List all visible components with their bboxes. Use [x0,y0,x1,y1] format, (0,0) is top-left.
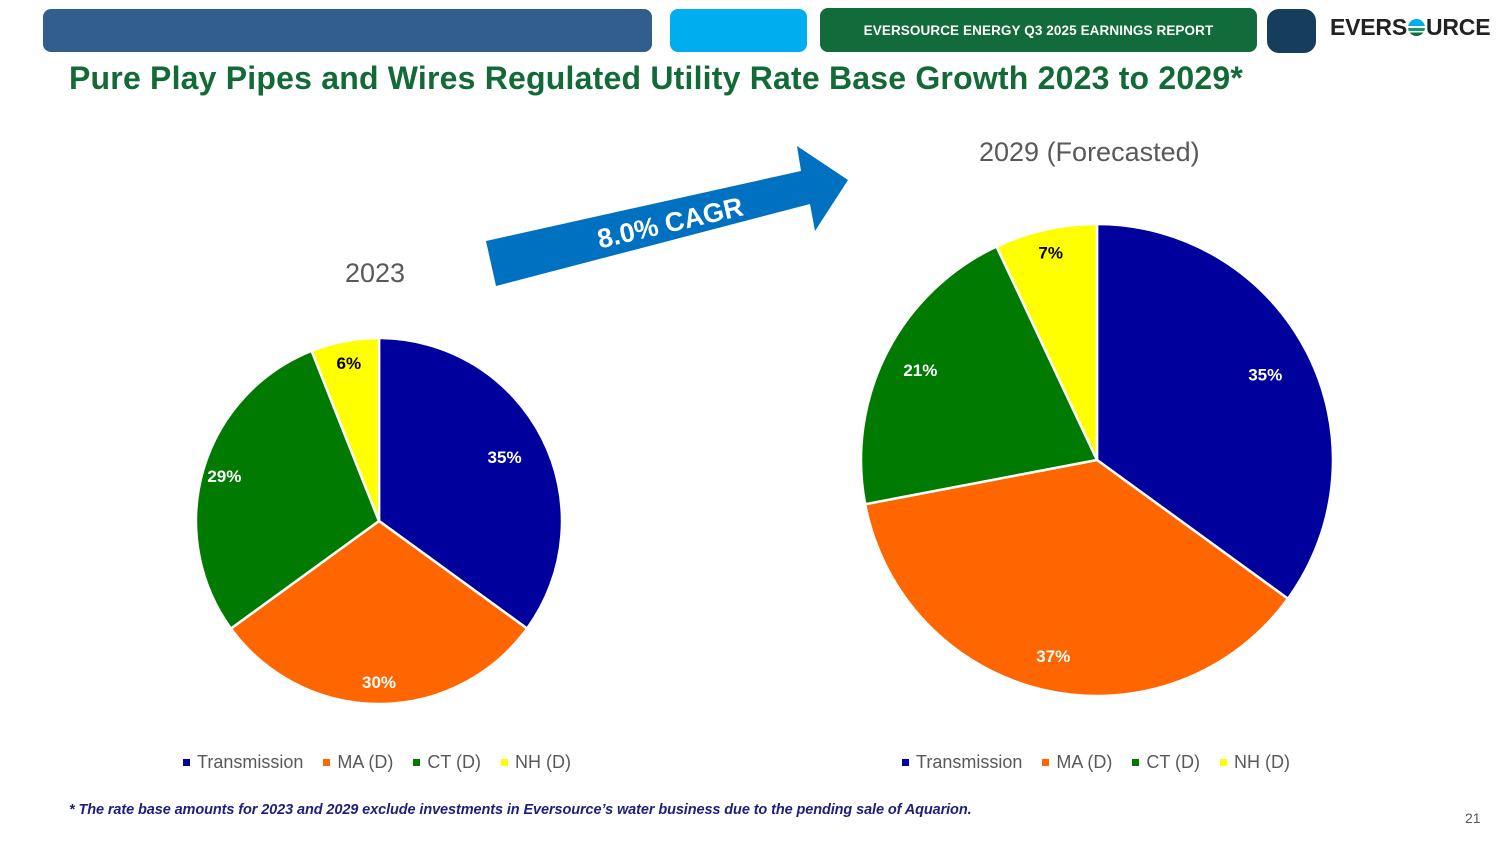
report-label-banner: EVERSOURCE ENERGY Q3 2025 EARNINGS REPOR… [820,8,1257,52]
report-label: EVERSOURCE ENERGY Q3 2025 EARNINGS REPOR… [863,22,1214,38]
legend-label: NH (D) [515,752,572,772]
legend-swatch [323,759,331,766]
data-label: 30% [362,673,396,692]
data-label: 6% [337,354,362,373]
data-label: 35% [488,448,522,467]
legend-swatch [1042,759,1050,766]
logo-globe-icon [1407,19,1425,36]
pie-slice-ma-d [229,519,529,706]
legend-label: NH (D) [1234,752,1291,772]
data-label: 35% [1248,365,1282,384]
eversource-logo: EVERS URCE [1330,14,1491,41]
logo-text-end: URCE [1425,14,1491,40]
legend-swatch [413,759,421,766]
pie-slice-ct-d [194,349,381,631]
legend-item: Transmission [183,752,303,773]
legend-label: Transmission [916,752,1023,772]
pie-slice-ct-d [859,244,1099,506]
data-label: 37% [1036,647,1070,666]
legend-item: Transmission [902,752,1022,773]
legend-2029: Transmission MA (D) CT (D) NH (D) [902,752,1310,773]
pie-slice-ma-d [863,458,1290,698]
logo-text-start: EVERS [1330,14,1407,40]
legend-label: CT (D) [1146,752,1201,772]
legend-label: Transmission [197,752,304,772]
legend-label: CT (D) [427,752,482,772]
data-label: 7% [1038,244,1063,263]
legend-item: NH (D) [1220,752,1290,773]
cagr-arrow-shape [486,146,848,286]
legend-item: CT (D) [1132,752,1200,773]
legend-swatch [1132,759,1140,766]
pie-title-2023: 2023 [345,258,406,288]
header-bar-cyan [670,9,807,52]
legend-label: MA (D) [337,752,394,772]
footnote: * The rate base amounts for 2023 and 202… [69,802,972,818]
pie-slice-nh-d [994,222,1099,461]
legend-swatch [501,759,509,766]
legend-item: NH (D) [501,752,571,773]
header-bar-navy [43,9,652,52]
legend-item: CT (D) [413,752,481,773]
legend-2023: Transmission MA (D) CT (D) NH (D) [183,752,591,773]
data-label: 21% [903,361,937,380]
legend-swatch [183,759,190,766]
page-number: 21 [1465,810,1481,826]
legend-label: MA (D) [1056,752,1113,772]
legend-swatch [902,759,909,766]
legend-swatch [1220,759,1228,766]
legend-item: MA (D) [323,752,393,773]
pie-slice-transmission [377,336,564,631]
legend-item: MA (D) [1042,752,1112,773]
data-label: 29% [207,467,241,486]
pie-title-2029: 2029 (Forecasted) [979,137,1200,167]
pie-slice-nh-d [310,336,381,522]
pie-slice-transmission [1095,222,1335,601]
slide-title: Pure Play Pipes and Wires Regulated Util… [69,60,1244,96]
header-bar-dark [1267,9,1316,53]
